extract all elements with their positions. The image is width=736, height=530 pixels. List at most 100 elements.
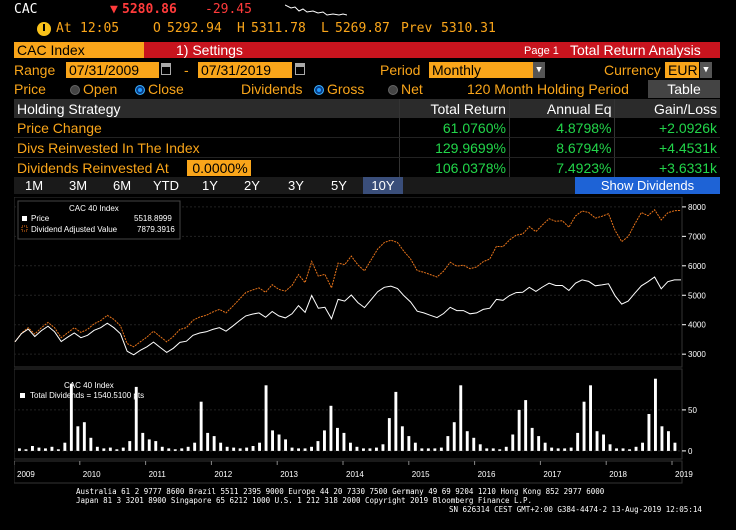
y-tick-label: 8000 (688, 203, 706, 212)
gain-loss-cell: +4.4531k (614, 137, 720, 158)
currency-select[interactable]: EUR (665, 62, 699, 78)
dividend-bar (660, 426, 664, 451)
dividend-bar (595, 431, 599, 451)
div-chart-title: CAC 40 Index (64, 381, 114, 390)
settings-tab[interactable]: 1) Settings (144, 42, 284, 58)
period-6m[interactable]: 6M (112, 178, 132, 193)
dividend-bar (400, 426, 404, 451)
dividend-bar (31, 446, 34, 451)
calendar-icon[interactable] (161, 63, 171, 75)
radio-off-icon (388, 85, 398, 96)
dividend-bar (647, 414, 651, 451)
dividend-bar (264, 385, 268, 451)
dividend-bar (543, 442, 547, 451)
legend-swatch-div (21, 225, 28, 232)
dividend-bar (258, 442, 261, 451)
y-tick-label: 50 (688, 406, 697, 415)
dividend-bar (349, 442, 352, 451)
dividend-bar (375, 447, 378, 451)
dividend-bar (485, 448, 489, 451)
x-tick-label: 2019 (675, 470, 693, 479)
col-header-strategy: Holding Strategy (14, 99, 401, 118)
dividend-bar (323, 430, 326, 451)
period-1m[interactable]: 1M (24, 178, 44, 193)
security-tab[interactable]: CAC Index (14, 42, 144, 58)
dividend-bar (167, 448, 171, 451)
dividend-bar (63, 442, 67, 451)
legend-divs-name: Total Dividends = 1540.5100 pts (30, 391, 144, 400)
period-1y[interactable]: 1Y (202, 178, 218, 193)
dividend-bar (394, 391, 398, 451)
dividend-bar (504, 446, 508, 451)
dividend-bar (491, 448, 495, 451)
open-label: O (153, 21, 161, 36)
dividend-bar (673, 442, 677, 451)
dividend-bar (18, 448, 21, 451)
close-radio[interactable]: Close (135, 81, 184, 97)
period-10y[interactable]: 10Y (363, 177, 403, 194)
period-ytd[interactable]: YTD (153, 178, 179, 193)
price-label: Price (14, 81, 46, 97)
range-dash: - (184, 62, 189, 78)
dividend-bar (563, 448, 567, 451)
period-3m[interactable]: 3M (68, 178, 88, 193)
period-3y[interactable]: 3Y (288, 178, 304, 193)
table-button[interactable]: Table (648, 80, 720, 98)
gain-loss-cell: +3.6331k (614, 157, 720, 178)
table-row: Price Change 61.0760% 4.8798% +2.0926k (14, 118, 720, 138)
dividend-bar (329, 405, 333, 451)
title-bar: Page 1 Total Return Analysis (284, 42, 720, 58)
chevron-down-icon[interactable]: ▼ (533, 62, 545, 78)
end-date-input[interactable]: 07/31/2019 (198, 62, 292, 78)
dividend-bar (413, 442, 417, 451)
dividend-bar (472, 437, 476, 451)
period-bar: 1M 3M 6M YTD 1Y 2Y 3Y 5Y 10Y Show Divide… (14, 177, 720, 194)
start-date-input[interactable]: 07/31/2009 (66, 62, 159, 78)
period-5y[interactable]: 5Y (331, 178, 347, 193)
dividend-bar (452, 422, 456, 451)
last-price: 5280.86 (122, 2, 177, 17)
show-dividends-button[interactable]: Show Dividends (575, 177, 720, 194)
x-tick-label: 2009 (17, 470, 35, 479)
dividend-bar (537, 436, 541, 451)
dividend-bar (608, 444, 612, 451)
x-tick-label: 2013 (280, 470, 298, 479)
dividend-bar (576, 432, 580, 451)
dividend-bar (206, 432, 210, 451)
ticker: CAC (14, 2, 38, 17)
dividend-bar (498, 449, 502, 451)
dividend-bar (387, 418, 391, 451)
prev-label: Prev (401, 21, 433, 36)
dividend-bar (95, 446, 99, 451)
x-tick-label: 2017 (543, 470, 561, 479)
dividend-bar (284, 439, 287, 451)
dividend-bar (24, 449, 28, 451)
settings-label: Settings (192, 42, 243, 58)
open-radio[interactable]: Open (70, 81, 117, 97)
gross-radio[interactable]: Gross (314, 81, 364, 97)
dividend-bar (310, 446, 313, 451)
period-select[interactable]: Monthly (429, 62, 533, 78)
dividend-bar (615, 448, 618, 451)
reinvest-rate-input[interactable]: 0.0000% (186, 159, 251, 176)
table-row: Dividends Reinvested At 0.0000% 106.0378… (14, 157, 720, 178)
chevron-down-icon[interactable]: ▼ (700, 62, 712, 78)
dividend-bar (667, 431, 670, 451)
net-radio[interactable]: Net (388, 81, 423, 97)
y-tick-label: 6000 (688, 262, 706, 271)
legend-div-value: 7879.3916 (137, 225, 175, 234)
footer-line-2: Japan 81 3 3201 8900 Singapore 65 6212 1… (76, 496, 533, 505)
at-label: At (56, 21, 72, 36)
sparkline-icon (285, 4, 347, 16)
quote-time: 12:05 (80, 21, 120, 36)
x-tick-label: 2010 (83, 470, 101, 479)
period-2y[interactable]: 2Y (244, 178, 260, 193)
dividend-bar (160, 446, 164, 451)
chart-svg: 3000 4000 5000 6000 7000 8000 CAC 40 Index Pr… (13, 196, 706, 484)
dividend-bar (219, 442, 223, 451)
calendar-icon[interactable] (295, 63, 305, 75)
dividend-bar (245, 447, 249, 451)
range-label: Range (14, 62, 56, 78)
dividend-bar (76, 426, 80, 451)
dividend-bar (530, 427, 534, 451)
